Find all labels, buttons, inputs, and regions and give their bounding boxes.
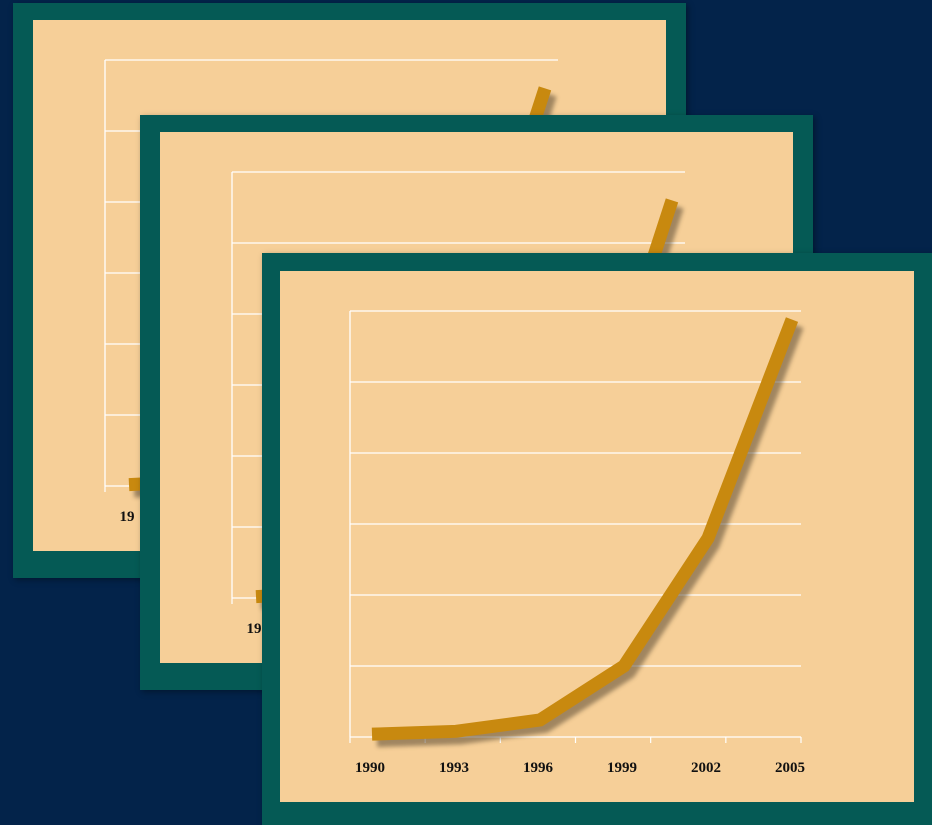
x-tick-label: 2005	[775, 760, 805, 776]
x-tick-label: 2002	[691, 760, 721, 776]
x-tick-label: 1996	[523, 760, 554, 776]
x-tick-label: 19	[247, 621, 262, 637]
x-tick-label: 1999	[607, 760, 637, 776]
chart-front: 1990 1993 1996 1999 2002 2005	[280, 271, 914, 802]
x-tick-label: 19	[120, 509, 135, 525]
series-line-shadow	[376, 323, 804, 748]
series-line	[371, 317, 799, 741]
chart-card-front: 1990 1993 1996 1999 2002 2005	[262, 253, 932, 825]
x-tick-label: 1993	[439, 760, 469, 776]
x-tick-label: 1990	[355, 760, 385, 776]
